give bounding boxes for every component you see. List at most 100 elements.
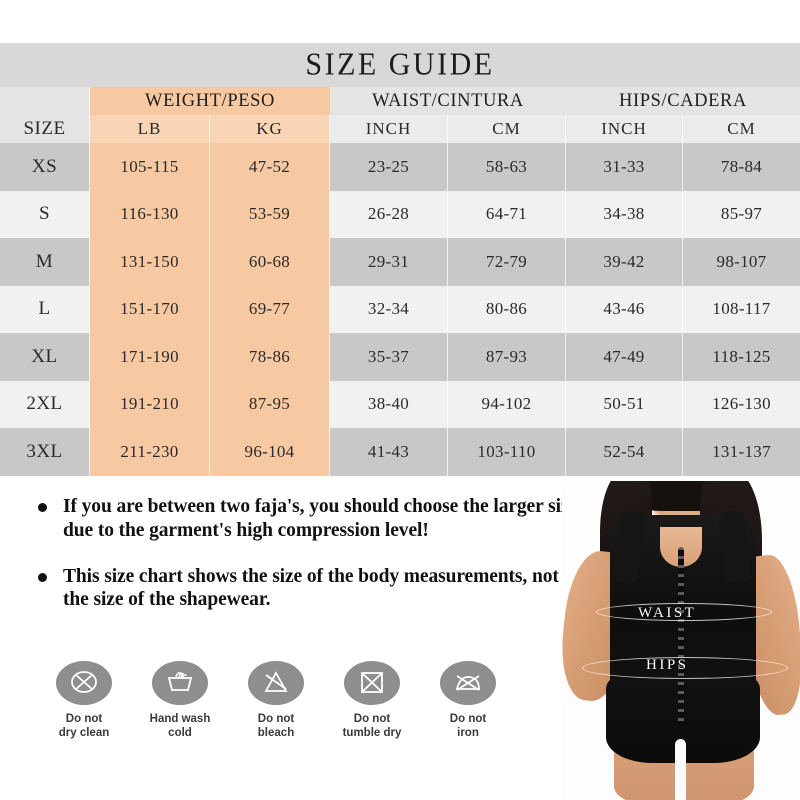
table-row: S 116-130 53-59 26-28 64-71 34-38 85-97 — [0, 190, 800, 238]
table-row: 2XL 191-210 87-95 38-40 94-102 50-51 126… — [0, 380, 800, 428]
header-hips-cm: CM — [683, 115, 800, 143]
care-item-dry-clean: Do not dry clean — [36, 661, 132, 741]
cell-kg: 78-86 — [210, 333, 330, 381]
table-row: XS 105-115 47-52 23-25 58-63 31-33 78-84 — [0, 143, 800, 191]
care-label: Do not dry clean — [58, 713, 110, 740]
cell-lb: 171-190 — [90, 333, 210, 381]
care-item-tumble-dry: Do not tumble dry — [324, 661, 420, 741]
table-row: XL 171-190 78-86 35-37 87-93 47-49 118-1… — [0, 333, 800, 381]
header-hips-group: HIPS/CADERA — [566, 87, 800, 115]
cell-kg: 87-95 — [210, 380, 330, 428]
hips-measurement-ring — [582, 657, 788, 679]
table-row: L 151-170 69-77 32-34 80-86 43-46 108-11… — [0, 285, 800, 333]
care-label: Do not tumble dry — [342, 713, 402, 740]
do-not-bleach-icon — [248, 661, 304, 705]
model-photo: WAIST HIPS — [562, 481, 800, 800]
cell-kg: 53-59 — [210, 190, 330, 238]
header-lb: LB — [90, 115, 210, 143]
cell-lb: 151-170 — [90, 285, 210, 333]
care-instructions: Do not dry clean Hand wash cold Do not — [36, 661, 556, 741]
cell-lb: 131-150 — [90, 238, 210, 286]
bullet-icon — [38, 572, 47, 582]
table-sub-header-row: SIZE LB KG INCH CM INCH CM — [0, 115, 800, 143]
hand-wash-cold-icon — [152, 661, 208, 705]
title-bar: SIZE GUIDE — [0, 43, 800, 87]
waist-label: WAIST — [638, 605, 697, 621]
cell-waist-inch: 38-40 — [330, 380, 448, 428]
do-not-tumble-dry-icon — [344, 661, 400, 705]
cell-size: S — [0, 190, 90, 238]
cell-lb: 191-210 — [90, 380, 210, 428]
cell-waist-inch: 23-25 — [330, 143, 448, 191]
note-text: If you are between two faja's, you shoul… — [63, 496, 579, 541]
header-hips-inch: INCH — [566, 115, 683, 143]
cell-kg: 96-104 — [210, 428, 330, 476]
cell-waist-cm: 87-93 — [448, 333, 566, 381]
header-waist-cm: CM — [448, 115, 566, 143]
cell-waist-inch: 26-28 — [330, 190, 448, 238]
cell-lb: 105-115 — [90, 143, 210, 191]
table-row: M 131-150 60-68 29-31 72-79 39-42 98-107 — [0, 238, 800, 286]
cell-hips-cm: 118-125 — [683, 333, 800, 381]
cell-hips-inch: 50-51 — [566, 380, 683, 428]
cell-hips-cm: 126-130 — [683, 380, 800, 428]
page-title: SIZE GUIDE — [305, 47, 495, 82]
cell-hips-inch: 47-49 — [566, 333, 683, 381]
cell-hips-inch: 39-42 — [566, 238, 683, 286]
cell-size: XL — [0, 333, 90, 381]
care-label: Do not bleach — [257, 713, 295, 740]
model-leg-gap — [675, 739, 686, 800]
cell-size: L — [0, 285, 90, 333]
size-table: WEIGHT/PESO WAIST/CINTURA HIPS/CADERA SI… — [0, 87, 800, 480]
cell-kg: 60-68 — [210, 238, 330, 286]
cell-hips-cm: 78-84 — [683, 143, 800, 191]
garment-hook-closure — [678, 547, 684, 727]
cell-waist-cm: 80-86 — [448, 285, 566, 333]
cell-hips-inch: 34-38 — [566, 190, 683, 238]
care-label: Hand wash cold — [149, 713, 211, 740]
cell-waist-cm: 94-102 — [448, 380, 566, 428]
note-text: This size chart shows the size of the bo… — [63, 565, 559, 611]
header-size-label: SIZE — [0, 115, 90, 143]
cell-kg: 69-77 — [210, 285, 330, 333]
table-row: 3XL 211-230 96-104 41-43 103-110 52-54 1… — [0, 428, 800, 476]
cell-lb: 211-230 — [90, 428, 210, 476]
header-kg: KG — [210, 115, 330, 143]
do-not-iron-icon — [440, 661, 496, 705]
cell-hips-inch: 52-54 — [566, 428, 683, 476]
care-item-hand-wash: Hand wash cold — [132, 661, 228, 741]
cell-waist-cm: 58-63 — [448, 143, 566, 191]
cell-waist-cm: 103-110 — [448, 428, 566, 476]
hips-label: HIPS — [646, 657, 689, 673]
header-waist-inch: INCH — [330, 115, 448, 143]
cell-hips-cm: 131-137 — [683, 428, 800, 476]
cell-size: 2XL — [0, 380, 90, 428]
header-size-cell — [0, 87, 90, 115]
header-waist-group: WAIST/CINTURA — [330, 87, 566, 115]
cell-waist-inch: 41-43 — [330, 428, 448, 476]
bullet-icon — [38, 503, 47, 512]
care-item-bleach: Do not bleach — [228, 661, 324, 741]
cell-hips-inch: 43-46 — [566, 285, 683, 333]
cell-size: 3XL — [0, 428, 90, 476]
care-item-iron: Do not iron — [420, 661, 516, 741]
cell-waist-inch: 32-34 — [330, 285, 448, 333]
cell-waist-cm: 64-71 — [448, 190, 566, 238]
cell-hips-inch: 31-33 — [566, 143, 683, 191]
cell-size: M — [0, 238, 90, 286]
note-item: This size chart shows the size of the bo… — [34, 565, 579, 613]
notes-list: If you are between two faja's, you shoul… — [34, 495, 579, 634]
cell-hips-cm: 108-117 — [683, 285, 800, 333]
cell-hips-cm: 85-97 — [683, 190, 800, 238]
cell-waist-inch: 29-31 — [330, 238, 448, 286]
cell-lb: 116-130 — [90, 190, 210, 238]
cell-waist-inch: 35-37 — [330, 333, 448, 381]
do-not-dry-clean-icon — [56, 661, 112, 705]
cell-kg: 47-52 — [210, 143, 330, 191]
cell-waist-cm: 72-79 — [448, 238, 566, 286]
table-group-header-row: WEIGHT/PESO WAIST/CINTURA HIPS/CADERA — [0, 87, 800, 115]
waist-measurement-ring — [596, 603, 772, 621]
cell-size: XS — [0, 143, 90, 191]
header-weight-group: WEIGHT/PESO — [90, 87, 330, 115]
